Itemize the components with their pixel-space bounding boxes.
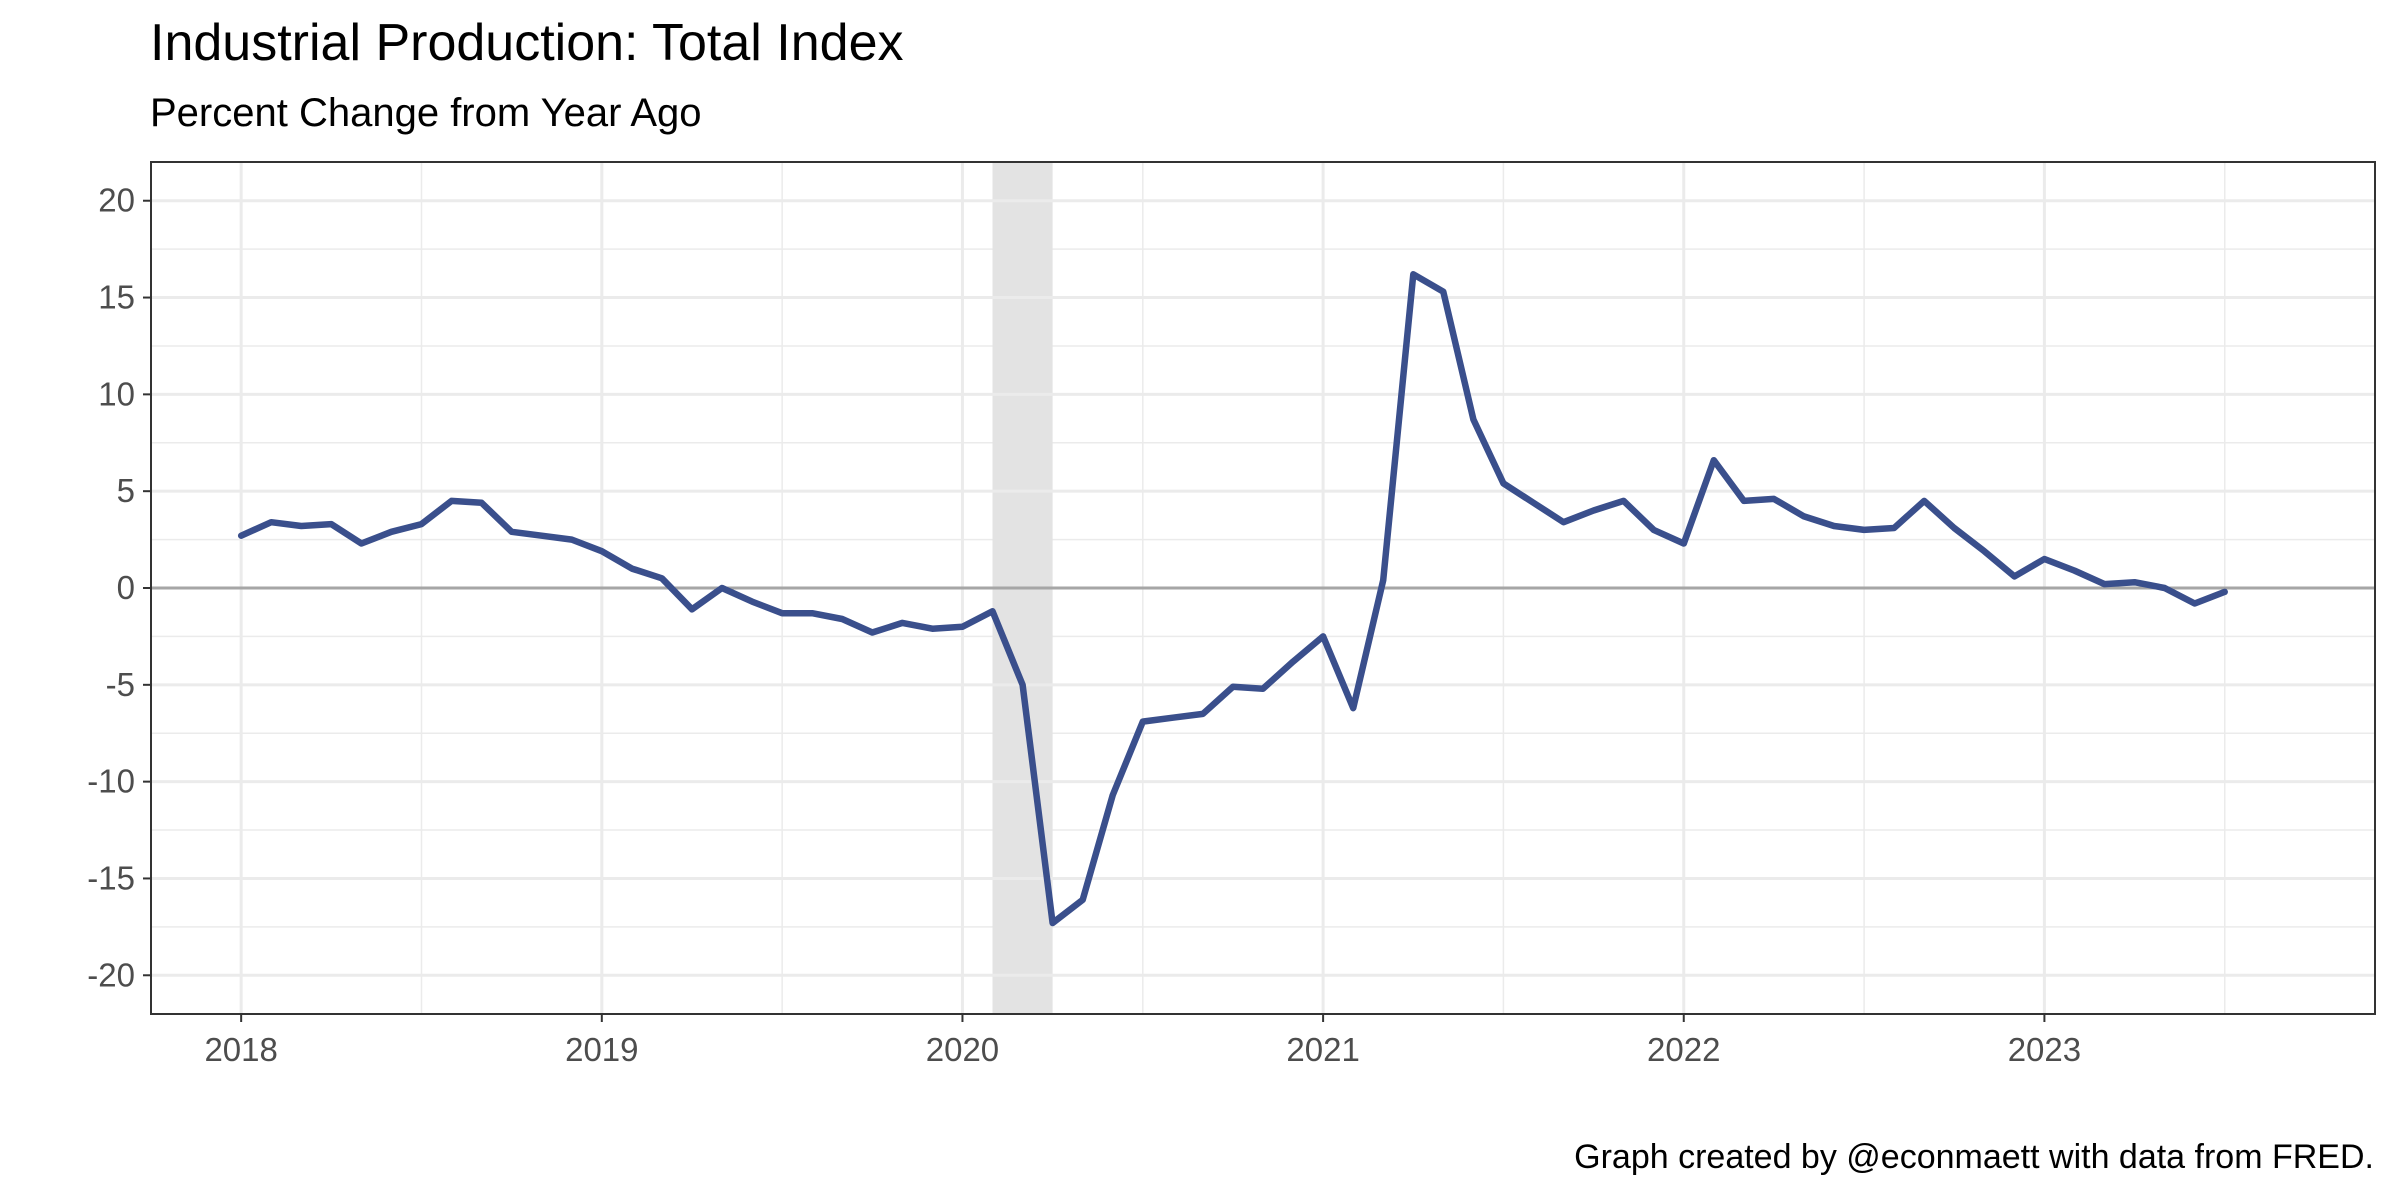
y-tick-label: -5 bbox=[106, 666, 135, 703]
x-tick-label: 2018 bbox=[204, 1031, 277, 1068]
x-tick-label: 2022 bbox=[1647, 1031, 1720, 1068]
chart-caption: Graph created by @econmaett with data fr… bbox=[1574, 1138, 2374, 1176]
y-tick-label: 15 bbox=[98, 279, 135, 316]
y-tick-label: -20 bbox=[87, 956, 135, 993]
series-line bbox=[237, 271, 2228, 927]
y-axis: 20 15 10 5 0 -5 -10 -15 -20 bbox=[87, 182, 151, 993]
chart-title: Industrial Production: Total Index bbox=[150, 14, 904, 72]
x-tick-label: 2019 bbox=[565, 1031, 638, 1068]
chart-subtitle: Percent Change from Year Ago bbox=[150, 91, 701, 135]
y-tick-label: 0 bbox=[117, 569, 135, 606]
x-tick-label: 2020 bbox=[926, 1031, 999, 1068]
x-axis: 2018 2019 2020 2021 2022 2023 bbox=[204, 1014, 2081, 1068]
x-tick-label: 2023 bbox=[2008, 1031, 2081, 1068]
y-tick-label: 5 bbox=[117, 472, 135, 509]
y-tick-label: 20 bbox=[98, 182, 135, 219]
y-tick-label: 10 bbox=[98, 375, 135, 412]
y-tick-label: -10 bbox=[87, 763, 135, 800]
y-tick-label: -15 bbox=[87, 859, 135, 896]
x-tick-label: 2021 bbox=[1286, 1031, 1359, 1068]
series-layer bbox=[237, 271, 2228, 927]
